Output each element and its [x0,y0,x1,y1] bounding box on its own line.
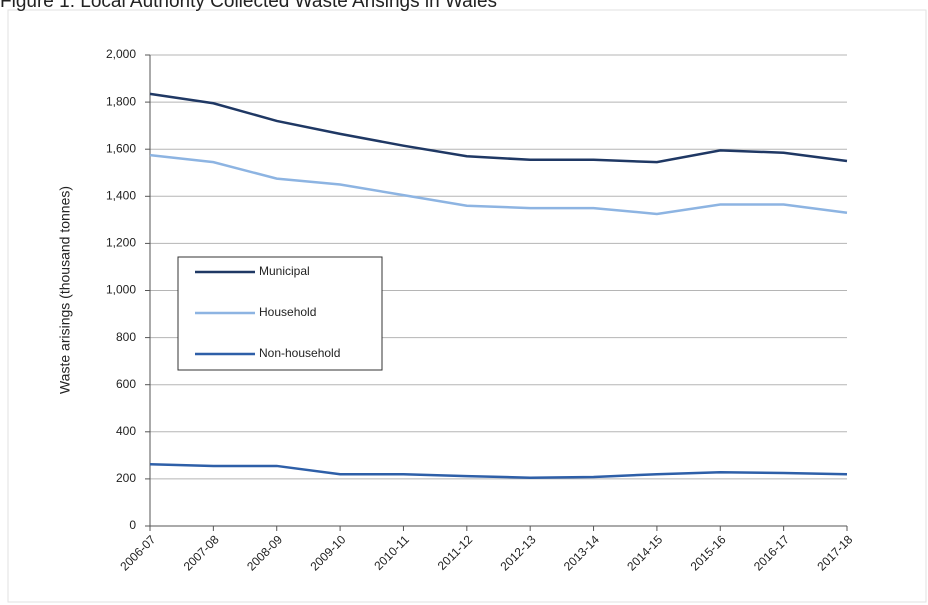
y-tick-label: 800 [116,330,136,344]
legend-label: Household [259,305,316,319]
x-tick-label: 2014-15 [624,532,665,573]
y-tick-label: 1,200 [106,236,136,250]
y-tick-label: 1,400 [106,188,136,202]
y-tick-label: 400 [116,424,136,438]
x-tick-label: 2015-16 [688,532,729,573]
legend-label: Municipal [259,264,310,278]
x-tick-label: 2016-17 [751,532,792,573]
x-tick-label: 2013-14 [561,532,602,573]
y-tick-label: 600 [116,377,136,391]
y-tick-label: 0 [129,518,136,532]
x-tick-label: 2017-18 [814,532,855,573]
series-line [149,92,848,164]
x-tick-label: 2006-07 [117,532,158,573]
x-tick-label: 2007-08 [181,532,222,573]
y-tick-label: 1,600 [106,141,136,155]
x-tick-label: 2012-13 [498,532,539,573]
y-axis-label: Waste arisings (thousand tonnes) [57,186,73,394]
x-tick-label: 2011-12 [435,532,476,573]
x-tick-label: 2010-11 [371,532,412,573]
series-line [149,463,848,479]
chart-title: Figure 1: Local Authority Collected Wast… [0,0,497,12]
chart-border [7,9,927,603]
y-tick-label: 1,800 [106,94,136,108]
series-line [149,153,848,216]
legend-label: Non-household [259,346,340,360]
x-tick-label: 2008-09 [244,532,285,573]
y-tick-label: 2,000 [106,47,136,61]
y-tick-label: 200 [116,471,136,485]
y-tick-label: 1,000 [106,283,136,297]
x-tick-label: 2009-10 [307,532,348,573]
